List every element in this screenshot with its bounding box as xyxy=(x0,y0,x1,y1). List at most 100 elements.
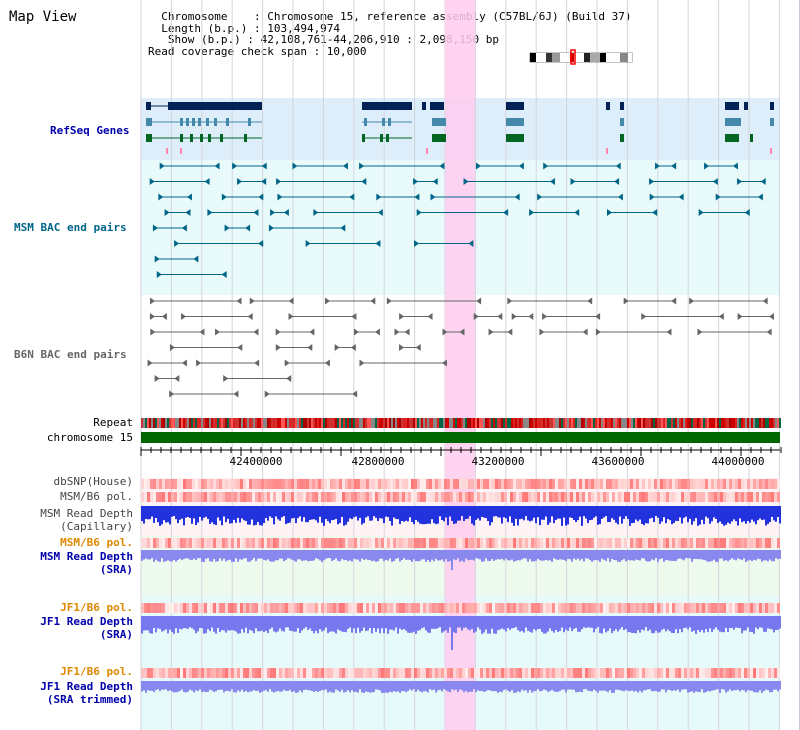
read-depth-bar xyxy=(481,550,483,562)
polymorphism-cell xyxy=(177,603,180,613)
read-depth-bar xyxy=(753,550,755,560)
read-depth-bar xyxy=(201,550,203,562)
polymorphism-cell xyxy=(459,479,462,489)
read-depth-bar xyxy=(583,681,585,690)
read-depth-tracks[interactable] xyxy=(141,506,781,693)
repeat-track[interactable] xyxy=(141,418,781,428)
read-depth-bar xyxy=(591,550,593,562)
repeat-element xyxy=(369,418,371,428)
refseq-gene-track[interactable] xyxy=(146,102,774,154)
read-depth-bar xyxy=(475,681,477,693)
read-depth-bar xyxy=(421,506,423,525)
read-depth-bar xyxy=(221,616,223,631)
read-depth-bar xyxy=(227,681,229,691)
polymorphism-cell xyxy=(654,538,657,548)
polymorphism-cell xyxy=(705,479,708,489)
bac-end-marker xyxy=(186,193,192,201)
polymorphism-cell xyxy=(219,479,222,489)
repeat-element xyxy=(569,418,571,428)
read-depth-bar xyxy=(749,550,751,560)
repeat-element xyxy=(337,418,339,428)
read-depth-bar xyxy=(189,616,191,628)
read-depth-bar xyxy=(661,616,663,630)
read-depth-bar xyxy=(701,506,703,520)
read-depth-bar xyxy=(619,616,621,630)
read-depth-bar xyxy=(463,681,465,693)
read-depth-bar xyxy=(677,550,679,560)
read-depth-bar xyxy=(257,681,259,691)
polymorphism-cell xyxy=(291,479,294,489)
polymorphism-cell xyxy=(186,668,189,678)
polymorphism-cell xyxy=(633,668,636,678)
repeat-element xyxy=(377,418,379,428)
polymorphism-cell xyxy=(477,479,480,489)
polymorphism-cell xyxy=(291,603,294,613)
read-depth-bar xyxy=(587,616,589,628)
read-depth-bar xyxy=(617,681,619,690)
bac-end-marker xyxy=(147,359,153,367)
read-depth-bar xyxy=(685,616,687,628)
ideogram-position-marker xyxy=(570,49,576,65)
read-depth-bar xyxy=(559,616,561,631)
repeat-element xyxy=(645,418,647,428)
polymorphism-cell xyxy=(267,479,270,489)
read-depth-bar xyxy=(277,616,279,632)
read-depth-bar xyxy=(609,506,611,523)
read-depth-bar xyxy=(211,616,213,628)
repeat-element xyxy=(483,418,485,428)
polymorphism-cell xyxy=(351,603,354,613)
read-depth-bar xyxy=(329,550,331,559)
read-depth-bar xyxy=(273,681,275,693)
polymorphism-cell xyxy=(450,479,453,489)
polymorphism-cell xyxy=(516,538,519,548)
polymorphism-cell xyxy=(399,492,402,502)
polymorphism-cell xyxy=(672,538,675,548)
msm-bac-track[interactable] xyxy=(149,162,766,279)
polymorphism-cell xyxy=(738,603,741,613)
repeat-element xyxy=(223,418,225,428)
polymorphism-cell xyxy=(312,668,315,678)
polymorphism-cell xyxy=(600,538,603,548)
polymorphism-cell xyxy=(735,538,738,548)
polymorphism-cell xyxy=(555,668,558,678)
b6n-bac-track[interactable] xyxy=(147,297,774,398)
read-depth-bar xyxy=(393,550,395,561)
polymorphism-cell xyxy=(570,479,573,489)
read-depth-bar xyxy=(417,506,419,522)
read-depth-bar xyxy=(517,506,519,526)
repeat-element xyxy=(717,418,719,428)
read-depth-bar xyxy=(437,506,439,524)
polymorphism-cell xyxy=(276,492,279,502)
ideogram-band xyxy=(536,53,546,62)
read-depth-bar xyxy=(765,506,767,526)
polymorphism-tracks[interactable] xyxy=(141,479,780,678)
read-depth-bar xyxy=(339,681,341,692)
polymorphism-cell xyxy=(318,668,321,678)
read-depth-bar xyxy=(295,506,297,524)
repeat-element xyxy=(229,418,231,428)
repeat-element xyxy=(721,418,723,428)
read-depth-bar xyxy=(203,616,205,634)
read-depth-bar xyxy=(481,616,483,634)
polymorphism-cell xyxy=(624,668,627,678)
read-depth-bar xyxy=(391,681,393,693)
read-depth-bar xyxy=(717,681,719,690)
read-depth-bar xyxy=(197,681,199,692)
polymorphism-cell xyxy=(762,538,765,548)
read-depth-bar xyxy=(627,681,629,691)
bac-end-marker xyxy=(150,328,156,336)
polymorphism-cell xyxy=(330,538,333,548)
read-depth-bar xyxy=(563,681,565,690)
read-depth-bar xyxy=(567,616,569,631)
read-depth-bar xyxy=(289,681,291,690)
polymorphism-cell xyxy=(414,479,417,489)
polymorphism-cell xyxy=(579,492,582,502)
polymorphism-cell xyxy=(702,603,705,613)
polymorphism-cell xyxy=(744,538,747,548)
polymorphism-cell xyxy=(207,479,210,489)
read-depth-bar xyxy=(243,550,245,559)
polymorphism-cell xyxy=(429,479,432,489)
chromosome-ideogram[interactable] xyxy=(529,49,633,65)
repeat-element xyxy=(567,418,569,428)
